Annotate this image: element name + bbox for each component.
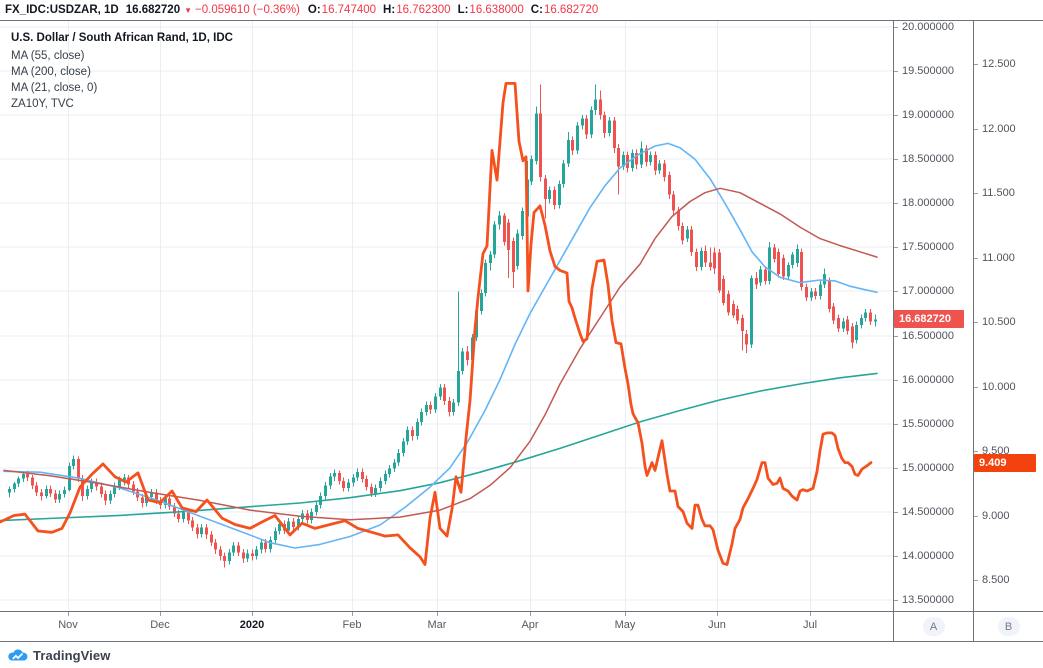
time-tick-label: Feb bbox=[342, 619, 362, 631]
time-tick-label: Jul bbox=[802, 619, 818, 631]
symbol-info-bar: FX_IDC:USDZAR, 1D 16.682720 ▼ −0.059610 … bbox=[0, 0, 1043, 20]
axis-tick-label: 16.000000 bbox=[898, 373, 954, 387]
time-tick-mark bbox=[717, 612, 718, 616]
time-tick-label: Nov bbox=[58, 619, 78, 631]
legend-ma200[interactable]: MA (200, close) bbox=[11, 66, 91, 78]
low-label: L: bbox=[457, 4, 469, 16]
axis-tick-label: 8.500 bbox=[978, 573, 1010, 587]
chart-legend: U.S. Dollar / South African Rand, 1D, ID… bbox=[11, 30, 233, 112]
axis-tick-label: 14.000000 bbox=[898, 549, 954, 563]
axis-tick-label: 14.500000 bbox=[898, 505, 954, 519]
high-label: H: bbox=[383, 4, 396, 16]
axis-tick-label: 17.000000 bbox=[898, 284, 954, 298]
primary-price-axis[interactable]: 20.000000 19.500000 19.000000 18.500000 18.0… bbox=[893, 21, 973, 611]
axis-tick-label: 10.000 bbox=[978, 380, 1016, 394]
secondary-price-axis[interactable]: 12.500 12.000 11.500 11.000 10.500 10.000 9.50… bbox=[973, 21, 1043, 611]
legend-symbol-title[interactable]: U.S. Dollar / South African Rand, 1D, ID… bbox=[11, 32, 233, 44]
legend-za10y[interactable]: ZA10Y, TVC bbox=[11, 98, 74, 110]
price-chart-svg[interactable] bbox=[0, 21, 893, 611]
axis-tick-label: 15.000000 bbox=[898, 461, 954, 475]
price-change: −0.059610 (−0.36%) bbox=[195, 4, 300, 16]
axis-b-button[interactable]: B bbox=[997, 617, 1020, 636]
tradingview-logo-icon[interactable] bbox=[6, 648, 28, 662]
axis-tick-label: 15.500000 bbox=[898, 417, 954, 431]
axis-tick-label: 9.000 bbox=[978, 509, 1010, 523]
axis-a-button[interactable]: A bbox=[922, 617, 945, 636]
price-badge: 16.682720 bbox=[894, 310, 964, 328]
open-value: 16.747400 bbox=[321, 4, 377, 16]
axis-tick-label: 12.000 bbox=[978, 122, 1016, 136]
axis-tick-label: 10.500 bbox=[978, 315, 1016, 329]
price-down-arrow-icon: ▼ bbox=[184, 5, 193, 15]
time-tick-mark bbox=[810, 612, 811, 616]
low-value: 16.638000 bbox=[469, 4, 524, 16]
time-tick-label: Apr bbox=[521, 619, 539, 631]
high-value: 16.762300 bbox=[396, 4, 451, 16]
axis-tick-label: 18.000000 bbox=[898, 196, 954, 210]
symbol-name[interactable]: FX_IDC:USDZAR, 1D bbox=[5, 4, 119, 16]
axis-tick-label: 19.000000 bbox=[898, 108, 954, 122]
tradingview-brand-text[interactable]: TradingView bbox=[33, 647, 111, 663]
legend-ma55[interactable]: MA (55, close) bbox=[11, 50, 85, 62]
time-tick-label: Mar bbox=[427, 619, 447, 631]
time-tick-mark bbox=[530, 612, 531, 616]
time-tick-label: May bbox=[614, 619, 636, 631]
axis-tick-label: 20.000000 bbox=[898, 21, 954, 34]
legend-ma21[interactable]: MA (21, close, 0) bbox=[11, 82, 98, 94]
chart-area: U.S. Dollar / South African Rand, 1D, ID… bbox=[0, 20, 1043, 642]
last-price: 16.682720 bbox=[125, 4, 181, 16]
axis-tick-label: 11.000 bbox=[978, 251, 1015, 265]
axis-tick-label: 11.500 bbox=[978, 186, 1015, 200]
axis-corner-b: B bbox=[973, 611, 1043, 641]
axis-tick-label: 17.500000 bbox=[898, 240, 954, 254]
axis-corner-a: A bbox=[893, 611, 973, 641]
footer-bar: TradingView bbox=[0, 642, 1043, 668]
time-tick-mark bbox=[252, 612, 253, 616]
time-tick-mark bbox=[352, 612, 353, 616]
time-tick-mark bbox=[437, 612, 438, 616]
time-tick-label: Dec bbox=[150, 619, 170, 631]
close-value: 16.682720 bbox=[543, 4, 599, 16]
price-chart-pane[interactable]: U.S. Dollar / South African Rand, 1D, ID… bbox=[0, 21, 893, 611]
axis-tick-label: 16.500000 bbox=[898, 329, 954, 343]
axis-tick-label: 19.500000 bbox=[898, 64, 954, 78]
axis-tick-label: 13.500000 bbox=[898, 593, 954, 607]
time-tick-mark bbox=[160, 612, 161, 616]
time-axis[interactable]: Nov Dec 2020 Feb Mar Apr May Jun Jul bbox=[0, 611, 893, 641]
close-label: C: bbox=[530, 4, 543, 16]
time-tick-label: Jun bbox=[708, 619, 726, 631]
price-badge: 9.409 bbox=[974, 454, 1036, 472]
axis-tick-label: 18.500000 bbox=[898, 152, 954, 166]
time-tick-mark bbox=[625, 612, 626, 616]
axis-tick-label: 12.500 bbox=[978, 57, 1016, 71]
time-tick-label: 2020 bbox=[239, 619, 265, 631]
time-tick-mark bbox=[68, 612, 69, 616]
open-label: O: bbox=[307, 4, 321, 16]
